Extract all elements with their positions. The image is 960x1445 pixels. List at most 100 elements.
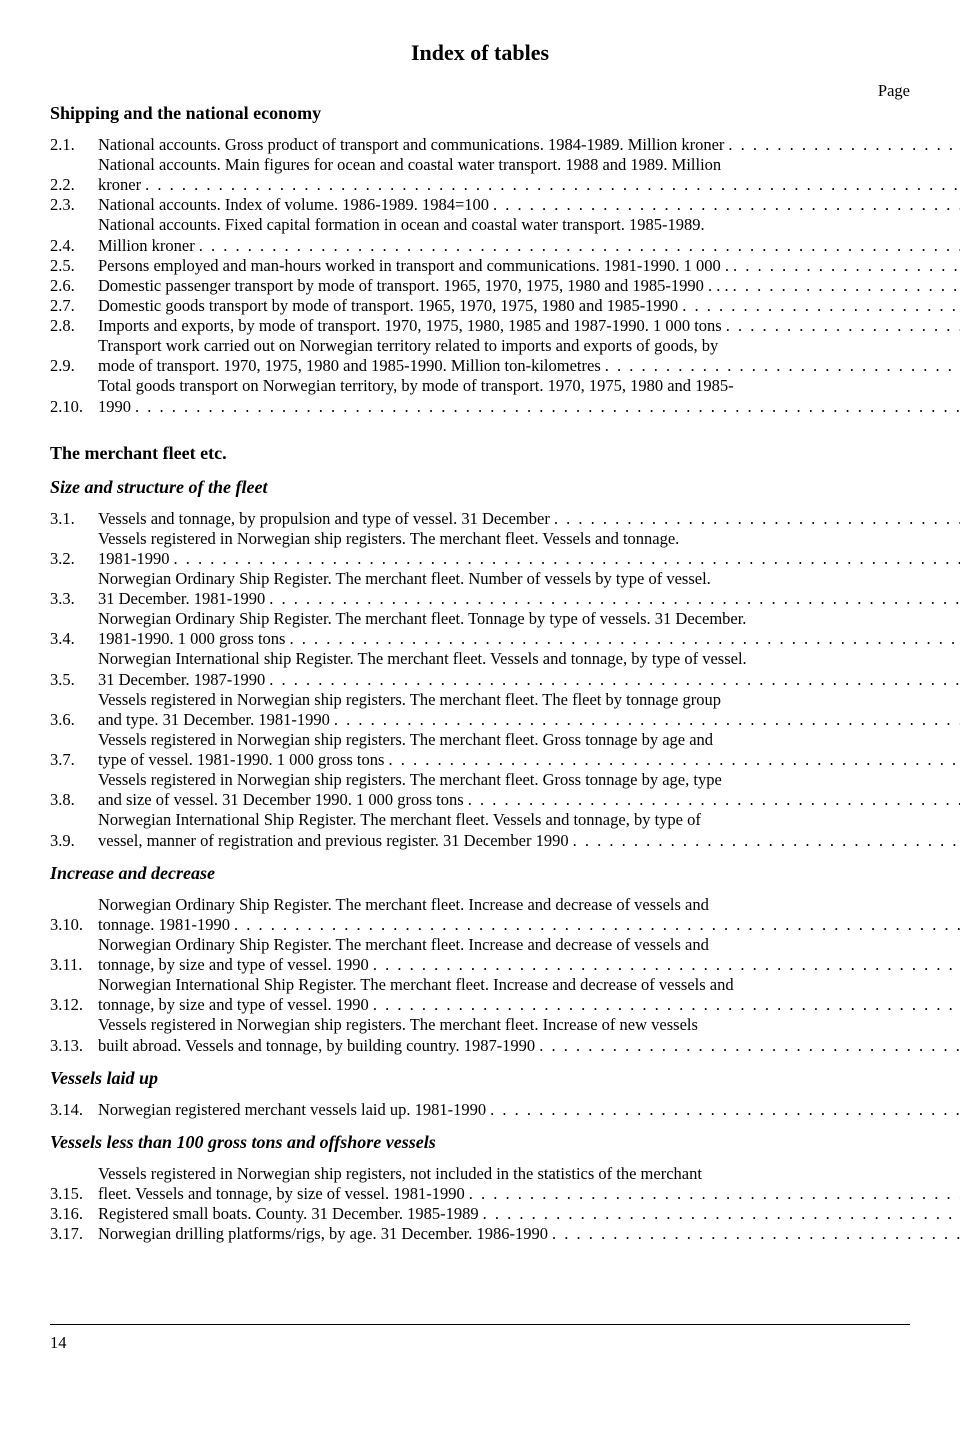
index-entry: 2.6.Domestic passenger transport by mode… <box>50 276 910 296</box>
entry-lastline-text: tonnage, by size and type of vessel. 199… <box>98 955 369 975</box>
index-entry: 3.6.Vessels registered in Norwegian ship… <box>50 690 910 730</box>
index-entry: 2.1.National accounts. Gross product of … <box>50 135 910 155</box>
entry-text: Vessels and tonnage, by propulsion and t… <box>98 509 960 529</box>
entry-text: Norwegian International Ship Register. T… <box>98 975 960 1015</box>
entry-number: 3.8. <box>50 790 98 810</box>
index-entry: 3.12.Norwegian International Ship Regist… <box>50 975 910 1015</box>
entry-text: Norwegian International ship Register. T… <box>98 649 960 689</box>
entry-text: Norwegian drilling platforms/rigs, by ag… <box>98 1224 960 1244</box>
entry-number: 3.3. <box>50 589 98 609</box>
index-content: Shipping and the national economy2.1.Nat… <box>50 103 910 1244</box>
entry-number: 3.5. <box>50 670 98 690</box>
entry-text: Vessels registered in Norwegian ship reg… <box>98 690 960 730</box>
entry-lastline-text: tonnage, by size and type of vessel. 199… <box>98 995 369 1015</box>
entry-lastline-text: Norwegian drilling platforms/rigs, by ag… <box>98 1224 548 1244</box>
entry-lastline-text: kroner <box>98 175 141 195</box>
entry-text: Transport work carried out on Norwegian … <box>98 336 960 376</box>
index-entry: 3.14.Norwegian registered merchant vesse… <box>50 1100 910 1120</box>
entry-line: Total goods transport on Norwegian terri… <box>98 376 960 396</box>
leader-dots: . . . . . . . . . . . . . . . . . . . . … <box>131 397 960 417</box>
section-heading: The merchant fleet etc. <box>50 443 910 465</box>
leader-dots: . . . . . . . . . . . . . . . . . . . . … <box>729 276 960 296</box>
entry-lastline-text: 1981-1990. 1 000 gross tons <box>98 629 285 649</box>
leader-dots: . . . . . . . . . . . . . . . . . . . . … <box>678 296 960 316</box>
entry-line: Norwegian International ship Register. T… <box>98 649 960 669</box>
entry-text: Vessels registered in Norwegian ship reg… <box>98 770 960 810</box>
index-entry: 3.9.Norwegian International Ship Registe… <box>50 810 910 850</box>
index-entry: 2.8.Imports and exports, by mode of tran… <box>50 316 910 336</box>
index-entry: 2.4.National accounts. Fixed capital for… <box>50 215 910 255</box>
entry-text: Norwegian Ordinary Ship Register. The me… <box>98 895 960 935</box>
index-entry: 2.7.Domestic goods transport by mode of … <box>50 296 910 316</box>
entry-lastline-text: Domestic passenger transport by mode of … <box>98 276 729 296</box>
entry-lastline-text: Vessels and tonnage, by propulsion and t… <box>98 509 550 529</box>
entry-text: Vessels registered in Norwegian ship reg… <box>98 1015 960 1055</box>
entry-number: 2.9. <box>50 356 98 376</box>
entry-text: Vessels registered in Norwegian ship reg… <box>98 529 960 569</box>
entry-number: 3.7. <box>50 750 98 770</box>
entry-number: 3.17. <box>50 1224 98 1244</box>
index-entry: 3.7.Vessels registered in Norwegian ship… <box>50 730 910 770</box>
entry-text: National accounts. Main figures for ocea… <box>98 155 960 195</box>
entry-line: Vessels registered in Norwegian ship reg… <box>98 690 960 710</box>
subsection-heading: Size and structure of the fleet <box>50 477 910 499</box>
leader-dots: . . . . . . . . . . . . . . . . . . . . … <box>285 629 960 649</box>
index-entry: 3.16.Registered small boats. County. 31 … <box>50 1204 910 1224</box>
index-entry: 3.17.Norwegian drilling platforms/rigs, … <box>50 1224 910 1244</box>
entry-line: Norwegian Ordinary Ship Register. The me… <box>98 609 960 629</box>
entry-line: Norwegian Ordinary Ship Register. The me… <box>98 935 960 955</box>
entry-text: Norwegian registered merchant vessels la… <box>98 1100 960 1120</box>
entry-number: 3.10. <box>50 915 98 935</box>
entry-number: 3.1. <box>50 509 98 529</box>
index-entry: 3.13.Vessels registered in Norwegian shi… <box>50 1015 910 1055</box>
entry-text: Norwegian Ordinary Ship Register. The me… <box>98 935 960 975</box>
entry-number: 3.16. <box>50 1204 98 1224</box>
entry-text: Norwegian Ordinary Ship Register. The me… <box>98 569 960 609</box>
entry-number: 3.15. <box>50 1184 98 1204</box>
leader-dots: . . . . . . . . . . . . . . . . . . . . … <box>265 670 960 690</box>
entry-line: Vessels registered in Norwegian ship reg… <box>98 770 960 790</box>
index-entry: 3.5.Norwegian International ship Registe… <box>50 649 910 689</box>
entry-text: Norwegian International Ship Register. T… <box>98 810 960 850</box>
entry-number: 2.10. <box>50 397 98 417</box>
index-entry: 3.1.Vessels and tonnage, by propulsion a… <box>50 509 910 529</box>
entry-lastline-text: 1981-1990 <box>98 549 170 569</box>
leader-dots: . . . . . . . . . . . . . . . . . . . . … <box>330 710 960 730</box>
index-entry: 3.15.Vessels registered in Norwegian shi… <box>50 1164 910 1204</box>
entry-text: Imports and exports, by mode of transpor… <box>98 316 960 336</box>
entry-text: Vessels registered in Norwegian ship reg… <box>98 730 960 770</box>
entry-lastline-text: 1990 <box>98 397 131 417</box>
entry-number: 2.1. <box>50 135 98 155</box>
leader-dots: . . . . . . . . . . . . . . . . . . . . … <box>550 509 960 529</box>
entry-text: Registered small boats. County. 31 Decem… <box>98 1204 960 1224</box>
leader-dots: . . . . . . . . . . . . . . . . . . . . … <box>548 1224 960 1244</box>
entry-number: 2.7. <box>50 296 98 316</box>
leader-dots: . . . . . . . . . . . . . . . . . . . . … <box>230 915 960 935</box>
entry-text: National accounts. Fixed capital formati… <box>98 215 960 255</box>
entry-line: Norwegian International Ship Register. T… <box>98 975 960 995</box>
leader-dots: . . . . . . . . . . . . . . . . . . . . … <box>479 1204 960 1224</box>
subsection-heading: Increase and decrease <box>50 863 910 885</box>
entry-lastline-text: tonnage. 1981-1990 <box>98 915 230 935</box>
index-entry: 2.3.National accounts. Index of volume. … <box>50 195 910 215</box>
leader-dots: . . . . . . . . . . . . . . . . . . . . … <box>535 1036 960 1056</box>
entry-number: 3.14. <box>50 1100 98 1120</box>
entry-text: Domestic passenger transport by mode of … <box>98 276 960 296</box>
entry-line: Norwegian Ordinary Ship Register. The me… <box>98 895 960 915</box>
index-entry: 2.9.Transport work carried out on Norweg… <box>50 336 910 376</box>
entry-lastline-text: Imports and exports, by mode of transpor… <box>98 316 722 336</box>
leader-dots: . . . . . . . . . . . . . . . . . . . . … <box>486 1100 960 1120</box>
entry-number: 2.5. <box>50 256 98 276</box>
entry-number: 3.2. <box>50 549 98 569</box>
entry-lastline-text: 31 December. 1981-1990 <box>98 589 265 609</box>
footer-rule <box>50 1324 910 1325</box>
entry-text: Domestic goods transport by mode of tran… <box>98 296 960 316</box>
index-entry: 3.10.Norwegian Ordinary Ship Register. T… <box>50 895 910 935</box>
entry-number: 2.2. <box>50 175 98 195</box>
leader-dots: . . . . . . . . . . . . . . . . . . . . … <box>569 831 960 851</box>
entry-text: National accounts. Gross product of tran… <box>98 135 960 155</box>
entry-number: 3.12. <box>50 995 98 1015</box>
index-entry: 3.2.Vessels registered in Norwegian ship… <box>50 529 910 569</box>
entry-text: National accounts. Index of volume. 1986… <box>98 195 960 215</box>
entry-line: Norwegian Ordinary Ship Register. The me… <box>98 569 960 589</box>
